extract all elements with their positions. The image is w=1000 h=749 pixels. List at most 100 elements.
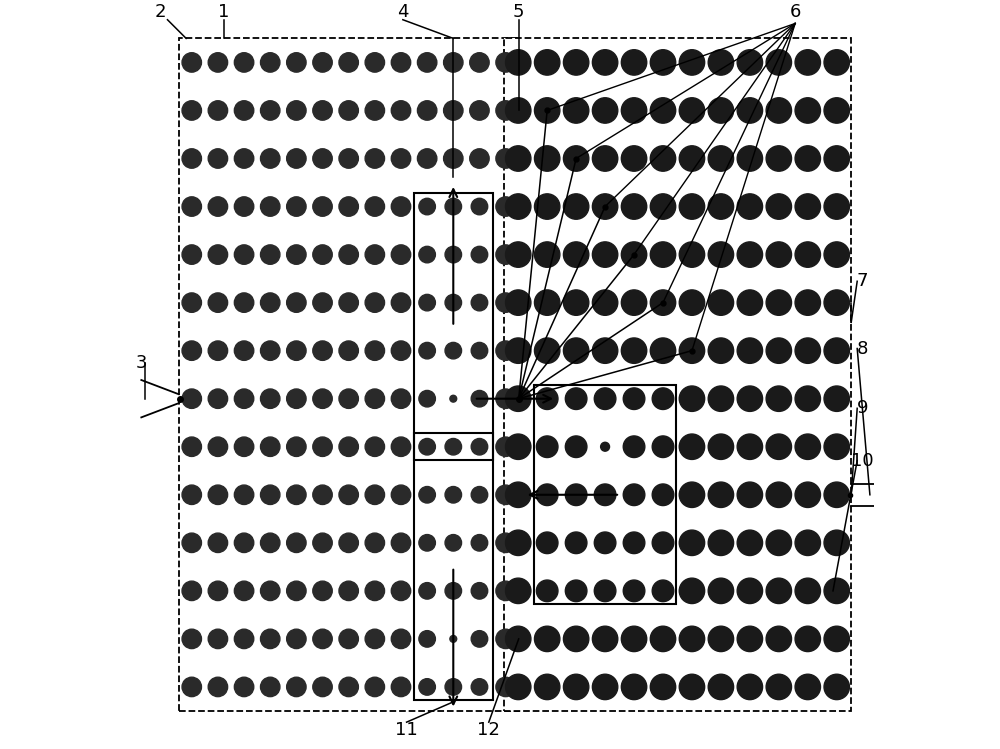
Circle shape [708,386,734,411]
Circle shape [534,194,560,219]
Circle shape [444,52,463,72]
Circle shape [365,245,385,264]
Circle shape [737,578,763,604]
Circle shape [365,389,385,408]
Circle shape [824,482,849,508]
Circle shape [679,626,705,652]
Text: 1: 1 [218,3,229,21]
Circle shape [623,484,645,506]
Circle shape [534,242,560,267]
Circle shape [313,389,332,408]
Circle shape [708,146,734,172]
Circle shape [506,194,531,219]
Circle shape [506,146,531,172]
Circle shape [652,436,674,458]
Bar [534,385,676,604]
Circle shape [419,342,435,359]
Circle shape [592,146,618,172]
Circle shape [737,98,763,123]
Circle shape [679,194,705,219]
Circle shape [444,149,463,169]
Circle shape [496,197,515,216]
Circle shape [650,49,676,75]
Circle shape [766,49,792,75]
Circle shape [287,341,306,360]
Circle shape [766,194,792,219]
Circle shape [766,290,792,315]
Circle shape [496,581,515,601]
Circle shape [506,386,531,411]
Circle shape [313,437,332,456]
Circle shape [621,674,647,700]
Circle shape [470,52,489,72]
Circle shape [650,290,676,315]
Circle shape [795,338,820,363]
Circle shape [287,437,306,456]
Text: 5: 5 [513,3,524,21]
Circle shape [208,52,228,72]
Circle shape [339,389,358,408]
Circle shape [592,626,618,652]
Circle shape [679,530,705,556]
Circle shape [592,49,618,75]
Circle shape [496,629,515,649]
Circle shape [534,338,560,363]
Circle shape [391,52,411,72]
Circle shape [471,294,488,311]
Circle shape [679,146,705,172]
Circle shape [679,98,705,123]
Circle shape [766,146,792,172]
Circle shape [652,484,674,506]
Circle shape [234,485,254,505]
Circle shape [417,52,437,72]
Circle shape [339,533,358,553]
Circle shape [471,535,488,551]
Circle shape [313,677,332,697]
Circle shape [650,146,676,172]
Circle shape [365,581,385,601]
Circle shape [737,482,763,508]
Circle shape [824,146,849,172]
Circle shape [737,626,763,652]
Circle shape [419,246,435,263]
Circle shape [650,626,676,652]
Circle shape [419,438,435,455]
Circle shape [234,101,254,120]
Circle shape [287,677,306,697]
Circle shape [471,246,488,263]
Circle shape [339,677,358,697]
Circle shape [594,484,616,506]
Circle shape [496,485,515,505]
Circle shape [824,530,849,556]
Circle shape [417,149,437,169]
Circle shape [824,626,849,652]
Circle shape [795,434,820,459]
Circle shape [313,293,332,312]
Text: 7: 7 [857,273,868,291]
Circle shape [534,146,560,172]
Circle shape [650,674,676,700]
Circle shape [708,530,734,556]
Circle shape [592,242,618,267]
Circle shape [563,146,589,172]
Circle shape [287,245,306,264]
Circle shape [534,674,560,700]
Circle shape [208,485,228,505]
Circle shape [287,101,306,120]
Circle shape [365,101,385,120]
Circle shape [471,438,488,455]
Circle shape [313,149,332,169]
Circle shape [565,532,587,554]
Circle shape [496,149,515,169]
Circle shape [445,294,462,311]
Circle shape [419,631,435,647]
Circle shape [208,245,228,264]
Circle shape [708,290,734,315]
Bar [414,433,493,700]
Circle shape [766,434,792,459]
Circle shape [737,674,763,700]
Circle shape [496,101,515,120]
Circle shape [339,101,358,120]
Circle shape [365,437,385,456]
Circle shape [261,677,280,697]
